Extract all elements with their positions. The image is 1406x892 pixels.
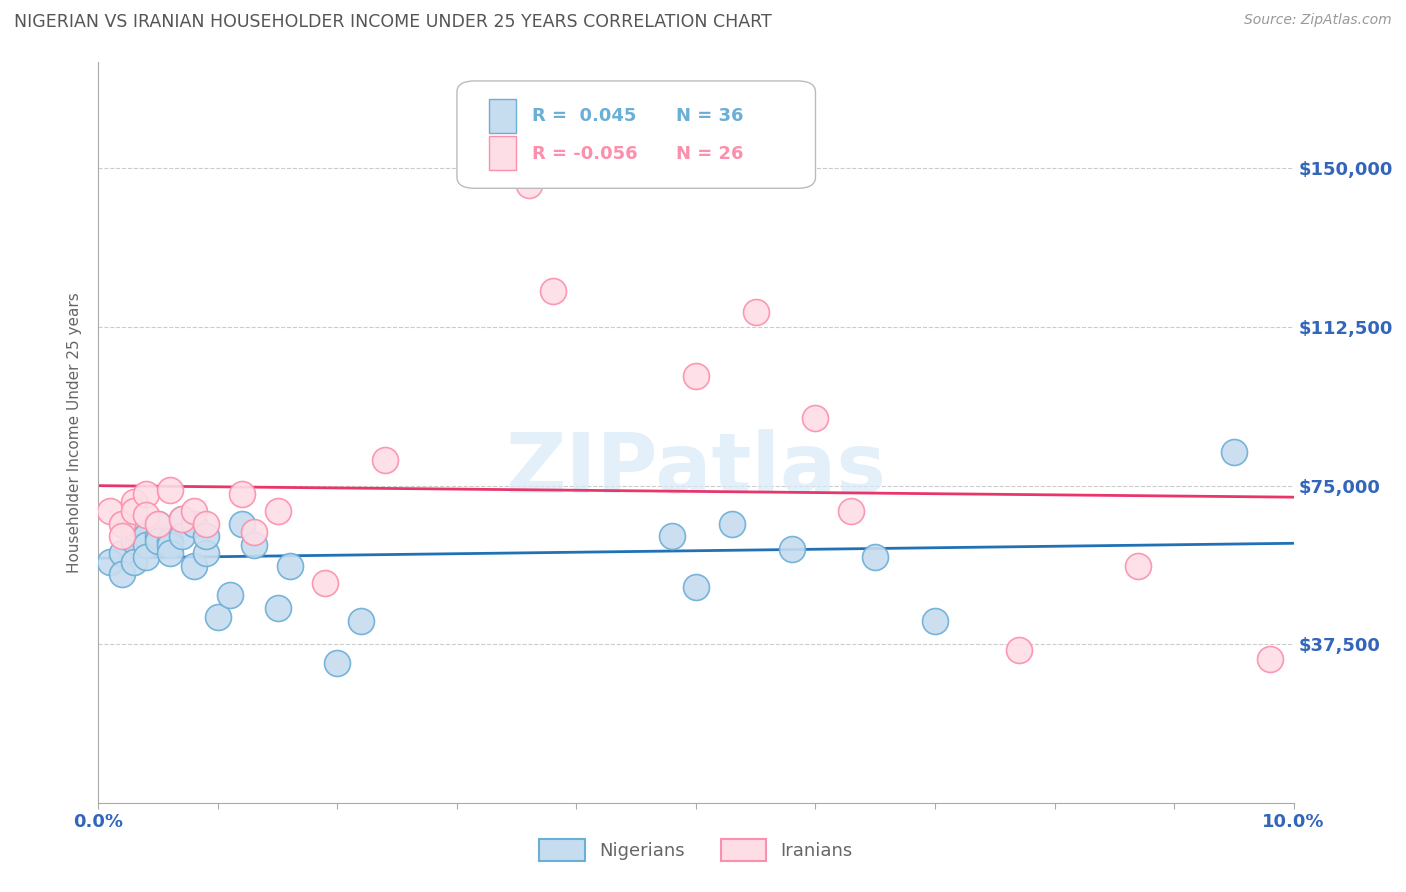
Text: ZIPatlas: ZIPatlas [506, 429, 886, 510]
Point [124, 521, 146, 535]
Point [219, 589, 242, 603]
Point [159, 538, 181, 552]
Point [1128, 558, 1150, 573]
Text: R = -0.056: R = -0.056 [533, 145, 638, 162]
Point [685, 368, 707, 383]
Point [124, 533, 146, 548]
Legend: Nigerians, Iranians: Nigerians, Iranians [533, 831, 859, 868]
Point [135, 538, 157, 552]
Point [207, 609, 229, 624]
Bar [489, 136, 516, 169]
Bar [489, 99, 516, 133]
Point [111, 529, 134, 543]
Point [841, 504, 863, 518]
Y-axis label: Householder Income Under 25 years: Householder Income Under 25 years [67, 293, 83, 573]
Point [159, 533, 181, 548]
Point [135, 487, 157, 501]
Point [183, 504, 205, 518]
Point [98, 555, 122, 569]
Point [98, 504, 122, 518]
Point [135, 529, 157, 543]
FancyBboxPatch shape [457, 81, 815, 188]
Point [267, 601, 290, 615]
Point [278, 558, 301, 573]
Point [124, 495, 146, 509]
Point [231, 516, 253, 531]
Point [195, 516, 218, 531]
Point [661, 529, 683, 543]
Point [685, 580, 707, 594]
Point [326, 656, 349, 670]
Point [159, 483, 181, 497]
Text: R =  0.045: R = 0.045 [533, 108, 637, 126]
Text: N = 36: N = 36 [676, 108, 744, 126]
Point [159, 546, 181, 560]
Point [721, 516, 744, 531]
Text: N = 26: N = 26 [676, 145, 744, 162]
Point [267, 504, 290, 518]
Point [111, 516, 134, 531]
Text: Source: ZipAtlas.com: Source: ZipAtlas.com [1244, 13, 1392, 28]
Point [374, 453, 396, 467]
Point [124, 504, 146, 518]
Point [172, 512, 194, 526]
Point [124, 555, 146, 569]
Point [243, 524, 266, 539]
Point [195, 546, 218, 560]
Point [541, 284, 564, 298]
Point [111, 546, 134, 560]
Point [148, 516, 170, 531]
Point [243, 538, 266, 552]
Point [1223, 444, 1246, 458]
Point [517, 178, 540, 193]
Point [315, 575, 337, 590]
Point [172, 529, 194, 543]
Point [183, 558, 205, 573]
Text: NIGERIAN VS IRANIAN HOUSEHOLDER INCOME UNDER 25 YEARS CORRELATION CHART: NIGERIAN VS IRANIAN HOUSEHOLDER INCOME U… [14, 13, 772, 31]
Point [111, 567, 134, 582]
Point [195, 529, 218, 543]
Point [1008, 643, 1031, 657]
Point [780, 541, 803, 556]
Point [1258, 652, 1281, 666]
Point [865, 550, 887, 565]
Point [350, 614, 373, 628]
Point [745, 305, 768, 319]
Point [135, 508, 157, 522]
Point [135, 550, 157, 565]
Point [148, 516, 170, 531]
Point [148, 529, 170, 543]
Point [148, 533, 170, 548]
Point [231, 487, 253, 501]
Point [804, 410, 827, 425]
Point [172, 512, 194, 526]
Point [183, 516, 205, 531]
Point [924, 614, 946, 628]
